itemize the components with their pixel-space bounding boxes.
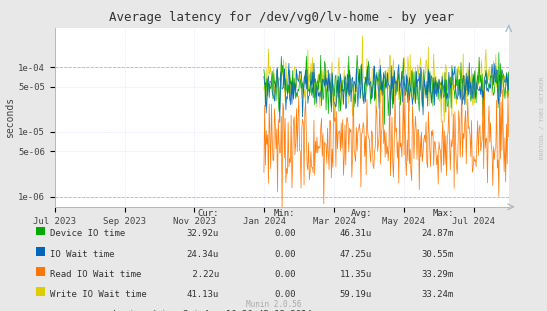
Text: RRDTOOL / TOBI OETIKER: RRDTOOL / TOBI OETIKER xyxy=(539,77,544,160)
Text: 59.19u: 59.19u xyxy=(340,290,372,299)
Text: Munin 2.0.56: Munin 2.0.56 xyxy=(246,300,301,309)
Text: Cur:: Cur: xyxy=(197,209,219,218)
Text: IO Wait time: IO Wait time xyxy=(50,249,115,258)
Text: 0.00: 0.00 xyxy=(274,249,295,258)
Text: Max:: Max: xyxy=(433,209,454,218)
Text: 0.00: 0.00 xyxy=(274,290,295,299)
Text: 24.87m: 24.87m xyxy=(422,229,454,238)
Text: 0.00: 0.00 xyxy=(274,229,295,238)
Text: 46.31u: 46.31u xyxy=(340,229,372,238)
Y-axis label: seconds: seconds xyxy=(5,97,15,138)
Text: 11.35u: 11.35u xyxy=(340,270,372,279)
Text: 47.25u: 47.25u xyxy=(340,249,372,258)
Text: 24.34u: 24.34u xyxy=(187,249,219,258)
Text: 41.13u: 41.13u xyxy=(187,290,219,299)
Title: Average latency for /dev/vg0/lv-home - by year: Average latency for /dev/vg0/lv-home - b… xyxy=(109,11,454,24)
Text: Write IO Wait time: Write IO Wait time xyxy=(50,290,147,299)
Text: 33.29m: 33.29m xyxy=(422,270,454,279)
Text: Avg:: Avg: xyxy=(351,209,372,218)
Text: Min:: Min: xyxy=(274,209,295,218)
Text: 33.24m: 33.24m xyxy=(422,290,454,299)
Text: 0.00: 0.00 xyxy=(274,270,295,279)
Text: 32.92u: 32.92u xyxy=(187,229,219,238)
Text: Read IO Wait time: Read IO Wait time xyxy=(50,270,142,279)
Text: Last update: Sat Aug 10 20:45:12 2024: Last update: Sat Aug 10 20:45:12 2024 xyxy=(113,310,312,311)
Text: 30.55m: 30.55m xyxy=(422,249,454,258)
Text: Device IO time: Device IO time xyxy=(50,229,126,238)
Text: 2.22u: 2.22u xyxy=(187,270,219,279)
